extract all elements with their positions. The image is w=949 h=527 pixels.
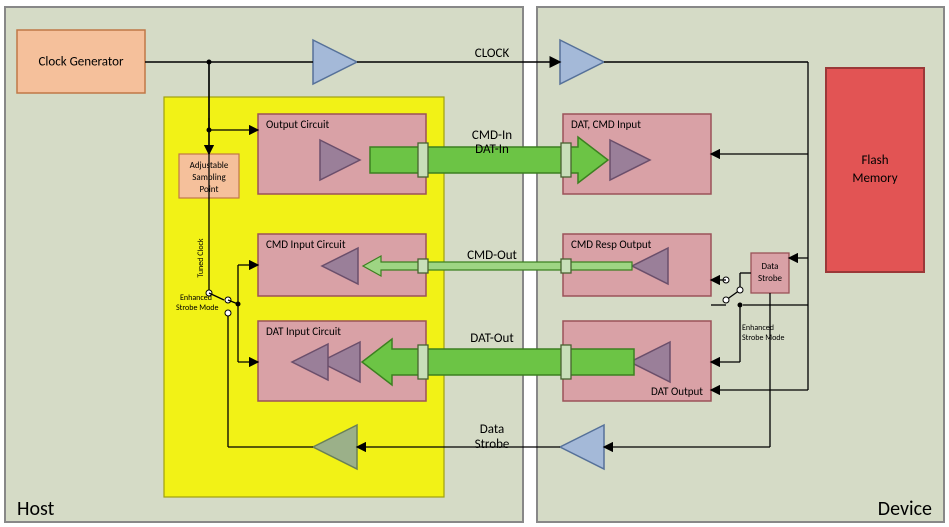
slot-dat-cmd-input — [561, 143, 571, 177]
slot-output-circuit — [418, 143, 428, 177]
cmdin-label: CMD-In — [472, 128, 512, 143]
device-label: Device — [878, 497, 932, 521]
clock-label: CLOCK — [475, 46, 510, 61]
dat-output-label: DAT Output — [651, 385, 703, 398]
slot-cmd-resp — [561, 259, 571, 273]
datastrobe-label2: Strobe — [475, 437, 510, 452]
tuned-clock-label: Tuned Clock — [196, 238, 206, 278]
datin-label: DAT-In — [475, 142, 509, 157]
enh-host-2: Strobe Mode — [176, 303, 218, 313]
output-circuit-label: Output Circuit — [266, 118, 329, 131]
slot-dat-input — [418, 345, 428, 379]
enh-host-1: Enhanced — [180, 293, 212, 303]
cmdout-label: CMD-Out — [467, 248, 517, 263]
enh-dev-2: Strobe Mode — [742, 333, 784, 343]
flash-memory — [826, 68, 924, 272]
slot-dat-output — [561, 345, 571, 379]
flash-memory-label1: Flash — [861, 153, 888, 168]
data-strobe-label2: Strobe — [758, 273, 783, 284]
cmd-resp-output-label: CMD Resp Output — [571, 238, 652, 251]
slot-cmd-input — [418, 259, 428, 273]
enh-dev-1: Enhanced — [742, 323, 774, 333]
host-label: Host — [17, 497, 55, 521]
datastrobe-label1: Data — [480, 422, 505, 437]
dat-cmd-input-label: DAT, CMD Input — [571, 118, 641, 131]
dat-input-circuit-label: DAT Input Circuit — [266, 325, 341, 338]
data-strobe-label1: Data — [762, 261, 779, 272]
datout-label: DAT-Out — [470, 331, 514, 346]
clock-generator-label: Clock Generator — [38, 55, 124, 70]
flash-memory-label2: Memory — [852, 171, 897, 186]
cmd-input-circuit-label: CMD Input Circuit — [266, 238, 346, 251]
